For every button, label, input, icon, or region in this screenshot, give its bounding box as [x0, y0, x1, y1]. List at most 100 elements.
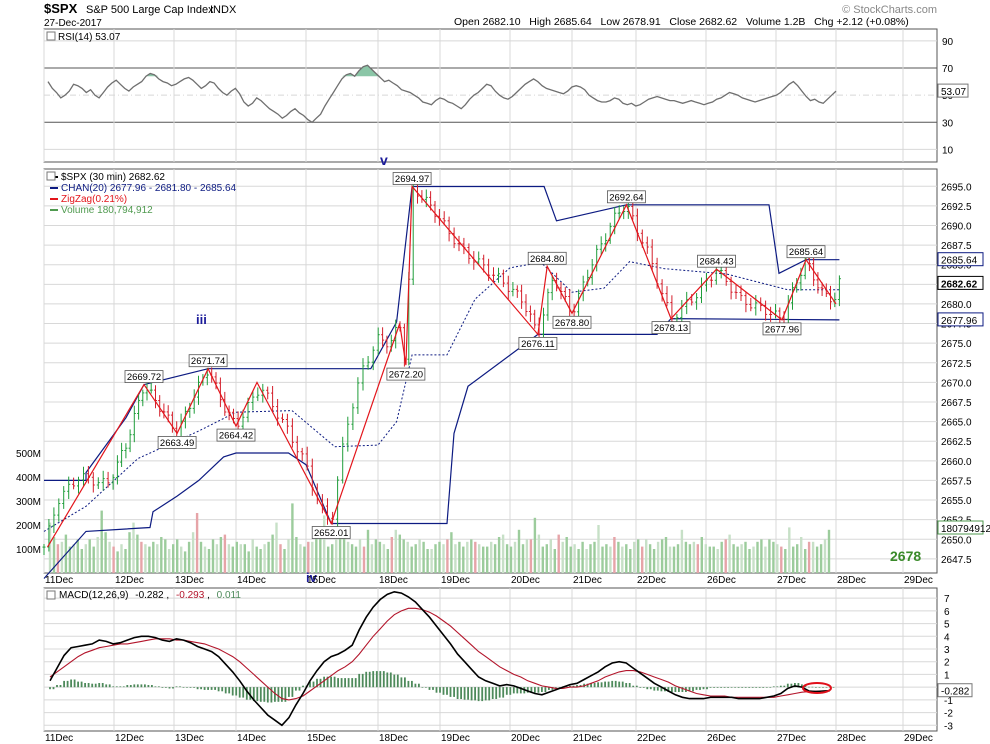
volume-bar: [454, 544, 457, 573]
pivot-labels: 2669.72 2663.49 2671.74 2664.42 2652.01 2672.…: [124, 172, 826, 539]
date-tick: 18Dec: [379, 575, 408, 586]
price-tick: 2660.0: [941, 457, 972, 468]
macd-histogram-bar: [495, 687, 498, 699]
macd-histogram-bar: [386, 672, 389, 688]
volume-bar: [362, 546, 366, 573]
macd-histogram-bar: [136, 684, 139, 688]
volume-bar: [629, 549, 632, 573]
price-tick: 2657.5: [941, 476, 972, 487]
volume-bar: [144, 544, 147, 573]
date-axis-macd: 11Dec 12Dec 13Dec 14Dec 15Dec 18Dec 19Dec 20Dec…: [45, 733, 933, 744]
volume-bar: [438, 541, 441, 573]
volume-bar: [116, 551, 119, 573]
price-collapse-box[interactable]: [46, 171, 56, 181]
volume-bar: [295, 537, 298, 573]
macd-histogram-bar: [741, 687, 744, 688]
volume-bar: [545, 544, 548, 573]
macd-histogram-bar: [151, 685, 153, 688]
volume-bar: [434, 544, 437, 573]
macd-histogram-bar: [628, 683, 631, 688]
macd-histogram-bar: [49, 687, 51, 690]
volume-bar: [251, 539, 254, 573]
rsi-collapse-box[interactable]: [46, 31, 56, 41]
macd-histogram-bar: [526, 687, 529, 693]
macd-histogram-bar: [586, 683, 589, 688]
pivot-label: 2685.64: [789, 247, 823, 258]
volume-bar: [748, 549, 751, 573]
macd-histogram-bar: [238, 687, 241, 698]
macd-histogram-bar: [249, 687, 252, 700]
macd-histogram-bar: [59, 685, 62, 688]
macd-histogram-bar: [302, 685, 304, 688]
volume-bar: [764, 546, 767, 573]
chart-date: 27-Dec-2017: [44, 18, 102, 29]
macd-histogram-bar: [112, 686, 115, 688]
macd-histogram-bar: [674, 687, 677, 692]
macd-histogram-bar: [667, 687, 670, 692]
macd-histogram-bar: [252, 687, 255, 702]
price-tick: 2655.0: [941, 496, 972, 507]
volume-bar: [68, 546, 72, 573]
date-tick: 15Dec: [307, 733, 336, 744]
price-tick: 2680.0: [941, 300, 972, 311]
volume-bar: [422, 541, 425, 573]
macd-histogram-bar: [678, 687, 680, 692]
rsi-tick: 10: [942, 145, 954, 156]
macd-histogram-bar: [340, 678, 343, 688]
volume-bar: [728, 534, 731, 573]
macd-histogram-bar: [463, 687, 466, 700]
macd-histogram-bar: [744, 687, 747, 688]
volume-bar: [243, 544, 246, 573]
macd-histogram-bar: [126, 685, 129, 688]
volume-bar: [183, 551, 187, 573]
legend-entry: CHAN(20) 2677.96 - 2681.80 - 2685.64: [61, 183, 237, 194]
volume-bar: [569, 546, 572, 573]
volume-bar: [533, 517, 537, 573]
macd-histogram-bar: [607, 681, 610, 688]
legend-entry: Volume 180,794,912: [61, 205, 153, 216]
pivot-label: 2652.01: [314, 528, 348, 539]
macd-histogram-bar: [351, 678, 354, 688]
macd-histogram-bar: [108, 684, 111, 688]
macd-collapse-box[interactable]: [46, 590, 56, 600]
volume-bar: [458, 541, 461, 573]
volume-bar: [442, 544, 445, 573]
macd-histogram-bar: [333, 676, 336, 688]
macd-histogram-bar: [119, 686, 122, 688]
macd-histogram-bar: [344, 678, 346, 688]
date-tick: 13Dec: [175, 575, 204, 586]
macd-histogram-bar: [790, 683, 793, 688]
volume-bar: [199, 541, 203, 573]
macd-histogram-bar: [713, 687, 715, 688]
macd-histogram-bar: [158, 686, 160, 688]
price-tag-box: [937, 275, 984, 290]
volume-bar: [207, 549, 211, 573]
date-tick: 11Dec: [45, 733, 73, 744]
macd-histogram-bar: [323, 676, 325, 688]
macd-histogram-bar: [544, 687, 547, 692]
volume-bar: [664, 537, 668, 573]
volume-bar: [605, 544, 608, 573]
macd-histogram-bar: [140, 684, 143, 688]
macd-histogram-bar: [502, 687, 505, 698]
macd-histogram-bar: [94, 683, 97, 688]
macd-tick: -3: [944, 721, 953, 732]
volume-bar: [597, 525, 600, 573]
macd-histogram-bar: [720, 687, 722, 688]
macd-histogram-bar: [811, 686, 814, 688]
macd-histogram-bar: [776, 686, 779, 688]
macd-histogram-bar: [569, 685, 571, 688]
volume-bar: [378, 541, 382, 573]
macd-histogram-bar: [439, 687, 441, 693]
macd-histogram-bar: [734, 687, 736, 688]
volume-bar: [585, 549, 588, 573]
volume-bar: [275, 522, 278, 573]
hist-value: 0.011: [217, 590, 242, 601]
macd-histogram-bar: [449, 687, 452, 697]
macd-histogram-bar: [259, 687, 262, 702]
macd-histogram-bar: [354, 678, 357, 688]
volume-bar: [100, 510, 103, 573]
macd-tick: 2: [944, 658, 950, 669]
macd-histogram-bar: [779, 685, 782, 688]
volume-bar: [279, 544, 282, 573]
